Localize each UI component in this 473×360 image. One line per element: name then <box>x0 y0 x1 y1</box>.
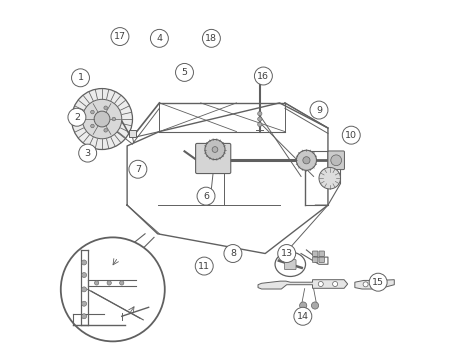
Circle shape <box>197 187 215 205</box>
Ellipse shape <box>275 252 306 276</box>
Circle shape <box>331 155 342 166</box>
Circle shape <box>61 237 165 341</box>
Circle shape <box>71 89 132 149</box>
Circle shape <box>278 244 296 262</box>
Text: 5: 5 <box>182 68 187 77</box>
FancyBboxPatch shape <box>313 257 318 262</box>
Circle shape <box>258 117 262 121</box>
Text: 4: 4 <box>157 34 162 43</box>
Text: 18: 18 <box>205 34 218 43</box>
Circle shape <box>258 122 262 127</box>
Circle shape <box>94 111 110 127</box>
Circle shape <box>104 106 107 109</box>
Circle shape <box>319 167 341 189</box>
Circle shape <box>71 69 89 87</box>
FancyBboxPatch shape <box>319 251 324 256</box>
Circle shape <box>303 157 310 164</box>
Circle shape <box>318 282 323 287</box>
Circle shape <box>333 282 338 287</box>
Circle shape <box>311 302 319 309</box>
FancyBboxPatch shape <box>129 130 136 137</box>
Text: 10: 10 <box>345 131 357 140</box>
Circle shape <box>112 117 115 121</box>
Circle shape <box>111 28 129 45</box>
Circle shape <box>91 110 94 114</box>
Circle shape <box>79 144 96 162</box>
Circle shape <box>254 67 272 85</box>
Circle shape <box>95 281 99 285</box>
Circle shape <box>129 160 147 178</box>
Polygon shape <box>258 280 348 289</box>
Circle shape <box>81 260 87 265</box>
Circle shape <box>369 273 387 291</box>
Circle shape <box>82 99 122 139</box>
Circle shape <box>150 30 168 47</box>
Text: 1: 1 <box>78 73 84 82</box>
Circle shape <box>294 307 312 325</box>
Text: 7: 7 <box>135 165 141 174</box>
Circle shape <box>310 101 328 119</box>
FancyBboxPatch shape <box>328 151 344 170</box>
Text: 6: 6 <box>203 192 209 201</box>
FancyBboxPatch shape <box>319 257 324 262</box>
Circle shape <box>120 281 124 285</box>
Circle shape <box>104 129 107 132</box>
Text: 17: 17 <box>114 32 126 41</box>
Circle shape <box>81 273 87 278</box>
Circle shape <box>91 124 94 128</box>
Text: 11: 11 <box>198 262 210 271</box>
Circle shape <box>224 244 242 262</box>
Text: 9: 9 <box>316 105 322 114</box>
Text: 14: 14 <box>297 312 309 321</box>
Circle shape <box>81 301 87 306</box>
Circle shape <box>81 314 87 319</box>
Text: 16: 16 <box>257 72 270 81</box>
Circle shape <box>342 126 360 144</box>
Circle shape <box>175 63 193 81</box>
Text: 3: 3 <box>85 149 91 158</box>
Circle shape <box>195 257 213 275</box>
Text: 2: 2 <box>74 113 80 122</box>
Circle shape <box>299 302 307 309</box>
FancyBboxPatch shape <box>196 143 231 174</box>
Circle shape <box>68 108 86 126</box>
Circle shape <box>258 112 262 116</box>
Text: 15: 15 <box>372 278 384 287</box>
Circle shape <box>107 281 111 285</box>
Text: 13: 13 <box>280 249 293 258</box>
Circle shape <box>212 147 218 152</box>
Polygon shape <box>355 280 394 289</box>
FancyBboxPatch shape <box>285 260 296 270</box>
Circle shape <box>205 139 225 159</box>
Circle shape <box>81 287 87 292</box>
FancyBboxPatch shape <box>313 251 318 256</box>
Circle shape <box>202 30 220 47</box>
Circle shape <box>363 282 368 287</box>
Circle shape <box>297 150 316 170</box>
Text: 8: 8 <box>230 249 236 258</box>
